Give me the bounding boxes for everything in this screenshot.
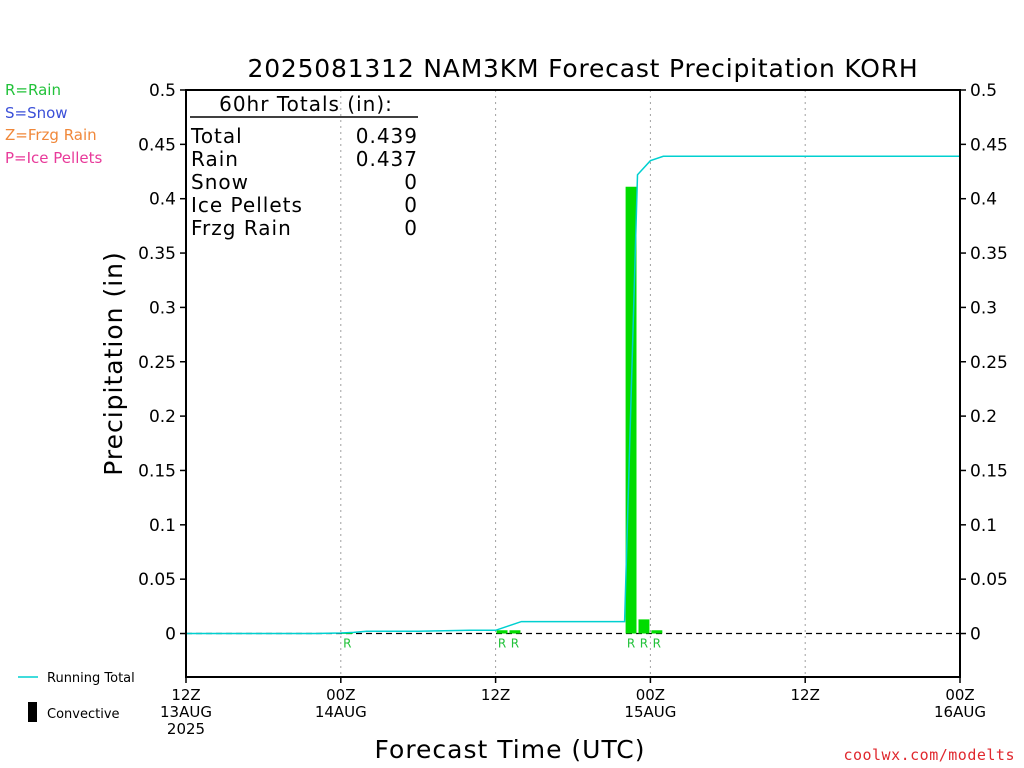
x-tick-label-0-0: 12Z — [171, 686, 200, 704]
y-tick-label-right: 0 — [970, 625, 981, 645]
x-tick-label-3-0: 00Z — [636, 686, 665, 704]
y-tick-label-right: 0.25 — [970, 353, 1008, 373]
y-tick-label-left: 0.45 — [138, 135, 176, 155]
precip-bar-1 — [496, 630, 508, 634]
y-tick-label-left: 0.25 — [138, 353, 176, 373]
x-tick-label-1-0: 00Z — [326, 686, 355, 704]
totals-value-0: 0.439 — [356, 124, 418, 148]
totals-value-4: 0 — [404, 216, 418, 240]
y-tick-label-left: 0 — [165, 625, 176, 645]
x-tick-label-1-1: 14AUG — [315, 703, 367, 721]
credit-link[interactable]: coolwx.com/modelts — [843, 746, 1015, 764]
y-tick-label-left: 0.35 — [138, 244, 176, 264]
totals-value-1: 0.437 — [356, 147, 418, 171]
x-tick-label-3-1: 15AUG — [624, 703, 676, 721]
x-axis-label: Forecast Time (UTC) — [375, 735, 646, 764]
y-tick-label-right: 0.5 — [970, 81, 997, 101]
y-tick-label-right: 0.4 — [970, 190, 997, 210]
totals-value-3: 0 — [404, 193, 418, 217]
legend-convective-swatch — [28, 702, 37, 722]
totals-label-2: Snow — [191, 170, 249, 194]
ptype-label-3: R — [627, 637, 635, 651]
plot-frame — [185, 89, 961, 678]
precip-bar-5 — [651, 630, 663, 634]
totals-value-2: 0 — [404, 170, 418, 194]
totals-label-3: Ice Pellets — [191, 193, 303, 217]
ptype-label-5: R — [653, 637, 661, 651]
x-tick-label-5-1: 16AUG — [934, 703, 986, 721]
y-tick-label-right: 0.35 — [970, 244, 1008, 264]
x-tick-label-4-0: 12Z — [791, 686, 820, 704]
precip-bar-4 — [638, 619, 650, 634]
x-tick-label-5-0: 00Z — [945, 686, 974, 704]
totals-label-1: Rain — [191, 147, 239, 171]
totals-heading: 60hr Totals (in): — [219, 92, 393, 116]
legend-running-total-label: Running Total — [47, 671, 135, 686]
legend-ice-pellets: P=Ice Pellets — [5, 149, 103, 167]
legend-rain: R=Rain — [5, 81, 61, 99]
ptype-label-4: R — [640, 637, 648, 651]
x-tick-label-0-1: 13AUG — [160, 703, 212, 721]
y-tick-label-left: 0.2 — [149, 407, 176, 427]
ptype-label-0: R — [343, 637, 351, 651]
precip-bar-2 — [509, 630, 521, 634]
y-tick-label-right: 0.15 — [970, 461, 1008, 481]
running-total-line — [186, 155, 960, 635]
y-tick-label-right: 0.2 — [970, 407, 997, 427]
legend-freezing-rain: Z=Frzg Rain — [5, 126, 97, 144]
y-tick-label-right: 0.05 — [970, 570, 1008, 590]
legend-snow: S=Snow — [5, 104, 68, 122]
y-tick-label-right: 0.1 — [970, 516, 997, 536]
y-tick-label-left: 0.4 — [149, 190, 176, 210]
ptype-label-1: R — [498, 637, 506, 651]
y-tick-label-left: 0.1 — [149, 516, 176, 536]
x-tick-label-2-0: 12Z — [481, 686, 510, 704]
y-tick-label-left: 0.5 — [149, 81, 176, 101]
y-tick-label-left: 0.05 — [138, 570, 176, 590]
chart-title: 2025081312 NAM3KM Forecast Precipitation… — [247, 54, 918, 83]
totals-label-0: Total — [190, 124, 243, 148]
totals-label-4: Frzg Rain — [191, 216, 292, 240]
x-tick-label-0-2: 2025 — [167, 720, 205, 738]
y-tick-label-left: 0.15 — [138, 461, 176, 481]
y-tick-label-left: 0.3 — [149, 298, 176, 318]
ptype-label-2: R — [511, 637, 519, 651]
y-tick-label-right: 0.45 — [970, 135, 1008, 155]
legend-convective-label: Convective — [47, 707, 120, 722]
y-axis-label: Precipitation (in) — [99, 251, 128, 476]
y-tick-label-right: 0.3 — [970, 298, 997, 318]
